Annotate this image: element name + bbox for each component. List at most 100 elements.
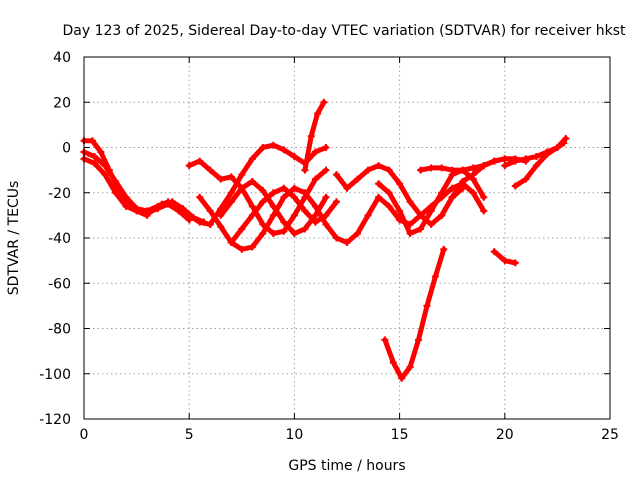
data-point [97, 148, 105, 156]
data-point [448, 193, 456, 201]
data-point [290, 211, 298, 219]
series-line-arc-10 [302, 99, 327, 173]
data-point [543, 148, 551, 156]
data-point [459, 177, 467, 185]
data-point [417, 211, 425, 219]
data-point [122, 202, 130, 210]
data-point [238, 171, 246, 179]
data-point [438, 211, 446, 219]
data-point [322, 166, 330, 174]
data-point [448, 184, 456, 192]
data-point [311, 148, 319, 156]
data-point [381, 336, 389, 344]
data-point [185, 162, 193, 170]
data-point [364, 211, 372, 219]
data-point [91, 159, 99, 167]
data-point [179, 205, 187, 213]
data-point [311, 202, 319, 210]
y-tick-label: 20 [53, 95, 71, 111]
data-point [332, 234, 340, 242]
data-point [200, 218, 208, 226]
data-point [227, 239, 235, 247]
data-point [248, 211, 256, 219]
data-point [206, 207, 214, 215]
data-point [480, 207, 488, 215]
data-point [311, 218, 319, 226]
data-point [553, 144, 561, 151]
grid [84, 57, 610, 419]
data-point [301, 207, 309, 215]
data-point [248, 243, 256, 251]
ticks: 0 5 10 15 20 25 -120 -100 -80 -60 -40 -20 0 20 40 [39, 50, 619, 443]
data-point [406, 198, 414, 206]
data-point [196, 193, 204, 201]
data-point [248, 155, 256, 163]
data-point [438, 164, 446, 172]
y-tick-label: 0 [62, 141, 71, 157]
data-point [269, 202, 277, 210]
data-point [259, 144, 267, 151]
data-point [354, 175, 362, 183]
data-point [448, 166, 456, 174]
data-point [280, 146, 288, 154]
data-point [385, 202, 393, 210]
data-point [206, 220, 214, 228]
data-point [280, 193, 288, 201]
data-point [343, 184, 351, 192]
data-point [168, 198, 176, 206]
x-tick-label: 20 [496, 427, 514, 443]
data-point [269, 189, 277, 197]
data-point [238, 245, 246, 253]
data-point [238, 225, 246, 233]
data-point [133, 207, 141, 215]
data-point [385, 166, 393, 174]
data-point [269, 229, 277, 237]
data-point [206, 166, 214, 174]
data-point [290, 193, 298, 201]
data-point [301, 189, 309, 197]
series-line-arc-05 [186, 158, 329, 236]
data-point [423, 302, 431, 310]
data-point [480, 162, 488, 170]
data-point [105, 166, 113, 174]
y-tick-label: -120 [39, 412, 71, 428]
data-point [238, 184, 246, 192]
data-point [398, 374, 406, 382]
data-point [332, 198, 340, 206]
data-point [196, 157, 204, 165]
data-point [532, 153, 540, 161]
data-point [322, 193, 330, 201]
data-point [532, 162, 540, 170]
data-point [280, 218, 288, 226]
data-point [511, 157, 519, 165]
data-point [427, 164, 435, 172]
y-tick-label: -20 [48, 186, 71, 202]
data-point [322, 144, 330, 151]
data-point [217, 211, 225, 219]
data-point [307, 132, 315, 140]
data-point [259, 220, 267, 228]
data-point [185, 216, 193, 224]
data-point [417, 225, 425, 233]
data-point [417, 166, 425, 174]
data-point [501, 162, 509, 170]
data-point [322, 211, 330, 219]
data-point [522, 175, 530, 183]
data-point [248, 202, 256, 210]
data-point [217, 175, 225, 183]
data-point [385, 189, 393, 197]
data-point [280, 227, 288, 235]
data-point [189, 214, 197, 222]
data-point [501, 155, 509, 163]
data-point [280, 184, 288, 192]
data-point [227, 198, 235, 206]
y-tick-label: -60 [48, 276, 71, 292]
data-point [490, 248, 498, 256]
x-tick-label: 5 [185, 427, 194, 443]
data-point [469, 171, 477, 179]
data-point [427, 220, 435, 228]
data-point [269, 211, 277, 219]
data-point [290, 153, 298, 161]
data-point [511, 259, 519, 267]
data-point [158, 200, 166, 208]
